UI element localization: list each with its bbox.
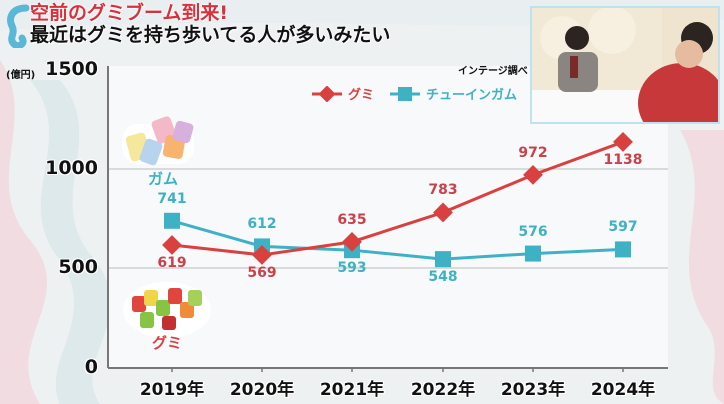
square-marker-icon bbox=[390, 86, 421, 101]
legend-item-chewing-gum: チューインガム bbox=[390, 84, 517, 103]
gummy-worm-icon bbox=[7, 4, 30, 48]
legend-label-chewing-gum: チューインガム bbox=[426, 88, 518, 103]
headline-line2: 最近はグミを持ち歩いてる人が多いみたい bbox=[30, 24, 391, 46]
gum-value-label: 593 bbox=[337, 260, 367, 277]
headline: 空前のグミブーム到来! 最近はグミを持ち歩いてる人が多いみたい bbox=[30, 2, 390, 46]
gum-data-point bbox=[615, 241, 631, 258]
y-tick-1500: 1500 bbox=[45, 58, 98, 80]
gummy-value-label: 1138 bbox=[603, 151, 643, 168]
legend: グミ チューインガム bbox=[312, 84, 527, 103]
x-tick-label: 2019年 bbox=[139, 380, 205, 400]
gum-image-label: ガム bbox=[148, 170, 179, 188]
gummy-value-label: 569 bbox=[247, 264, 277, 281]
gummy-value-label: 972 bbox=[518, 144, 548, 161]
gummy-data-point bbox=[433, 202, 453, 223]
gum-value-label: 576 bbox=[518, 223, 548, 240]
gummy-value-label: 619 bbox=[157, 255, 187, 272]
legend-label-gummy: グミ bbox=[348, 88, 375, 103]
y-tick-500: 500 bbox=[58, 256, 98, 278]
gummy-data-point bbox=[252, 245, 272, 265]
gummy-value-label: 635 bbox=[337, 211, 367, 228]
studio-inset-video bbox=[530, 6, 720, 124]
gum-image bbox=[118, 110, 198, 174]
x-tick-label: 2023年 bbox=[500, 380, 566, 400]
gummy-data-point bbox=[162, 235, 182, 255]
headline-line1: 空前のグミブーム到来! bbox=[30, 2, 229, 24]
gum-value-label: 741 bbox=[157, 190, 187, 207]
y-tick-0: 0 bbox=[84, 356, 98, 378]
x-tick-label: 2024年 bbox=[590, 380, 656, 400]
gum-value-label: 548 bbox=[428, 269, 458, 286]
x-ticks bbox=[171, 368, 624, 372]
x-tick-label: 2021年 bbox=[319, 380, 385, 400]
gummy-image-label: グミ bbox=[152, 334, 183, 352]
gum-value-label: 612 bbox=[247, 216, 277, 233]
y-tick-1000: 1000 bbox=[45, 157, 98, 179]
gum-value-label: 597 bbox=[608, 219, 638, 236]
diamond-marker-icon bbox=[312, 85, 342, 102]
y-axis-unit: (億円) bbox=[6, 70, 36, 81]
gummy-data-point bbox=[342, 231, 362, 252]
chewing-gum-series bbox=[164, 212, 631, 268]
x-tick-label: 2020年 bbox=[229, 380, 295, 400]
source-note: インテージ調べ bbox=[458, 66, 528, 77]
legend-item-gummy: グミ bbox=[312, 84, 374, 103]
gummy-series bbox=[162, 132, 633, 265]
gummy-image bbox=[122, 280, 212, 344]
gummy-data-point bbox=[523, 164, 543, 185]
gum-data-point bbox=[164, 212, 180, 229]
x-tick-label: 2022年 bbox=[410, 380, 476, 400]
gum-data-point bbox=[435, 251, 451, 268]
gum-data-point bbox=[525, 245, 541, 262]
gummy-value-label: 783 bbox=[428, 182, 458, 199]
gummy-data-point bbox=[613, 132, 633, 152]
